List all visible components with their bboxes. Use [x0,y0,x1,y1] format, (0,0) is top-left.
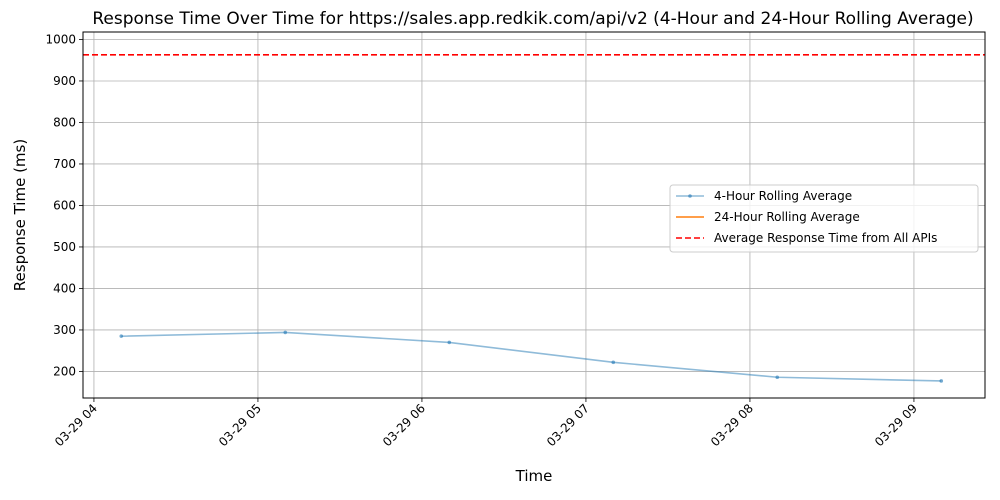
data-point [939,379,944,383]
y-tick-label: 800 [53,115,76,129]
legend-marker [688,194,692,198]
grid [83,32,985,398]
series-line-0 [121,331,942,382]
chart-title: Response Time Over Time for https://sale… [92,9,973,29]
y-tick-label: 200 [53,364,76,378]
data-point [447,340,452,345]
y-tick-label: 500 [53,240,76,254]
legend-label: 4-Hour Rolling Average [714,189,852,203]
y-axis: 200 300 400 500 600 700 800 900 1000 [45,32,83,378]
series-group [119,330,944,383]
y-tick-label: 1000 [45,32,76,46]
x-axis-label: Time [515,467,553,485]
legend-box [669,184,979,253]
data-point [611,360,616,365]
y-axis-label: Response Time (ms) [11,139,29,291]
y-tick-label: 300 [53,323,76,337]
y-tick-label: 900 [53,74,76,88]
legend-label: 24-Hour Rolling Average [714,210,860,224]
legend-label: Average Response Time from All APIs [714,231,937,245]
y-tick-label: 400 [53,281,76,295]
legend: 4-Hour Rolling Average 24-Hour Rolling Av… [669,184,979,253]
plot-frame [82,31,986,399]
data-point [775,375,780,380]
y-tick-label: 700 [53,157,76,171]
data-point [283,330,288,335]
data-point [119,334,124,338]
y-tick-label: 600 [53,198,76,212]
